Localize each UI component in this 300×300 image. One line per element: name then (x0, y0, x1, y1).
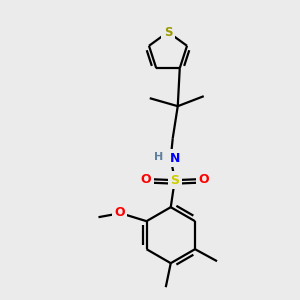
Text: S: S (170, 174, 179, 187)
Text: N: N (169, 152, 180, 165)
Text: S: S (164, 26, 172, 38)
Text: O: O (140, 173, 151, 186)
Text: O: O (198, 173, 209, 186)
Text: H: H (154, 152, 164, 162)
Text: O: O (114, 206, 125, 219)
